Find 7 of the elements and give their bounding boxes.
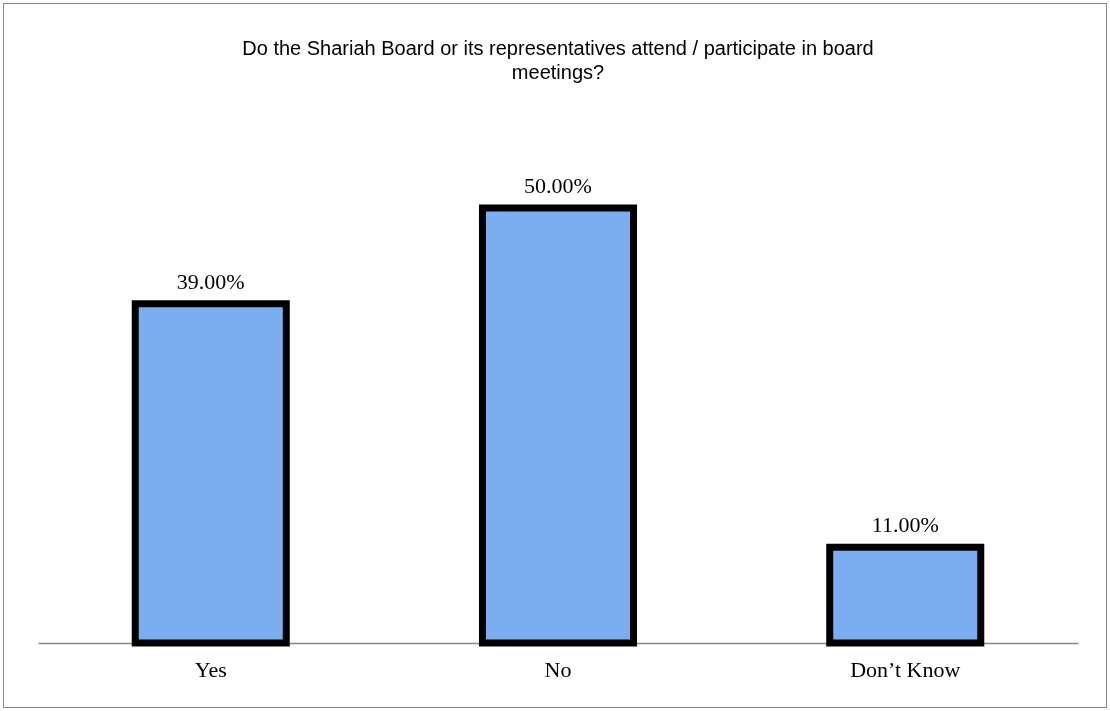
x-tick-label: Don’t Know (850, 656, 961, 682)
data-label: 39.00% (176, 268, 245, 294)
data-label: 11.00% (871, 512, 939, 538)
data-label: 50.00% (524, 173, 592, 198)
chart-title: Do the Shariah Board or its representatives attend / participate in board meetings? (242, 37, 874, 83)
x-tick-label: Yes (194, 656, 227, 682)
x-tick-label: No (544, 656, 572, 682)
